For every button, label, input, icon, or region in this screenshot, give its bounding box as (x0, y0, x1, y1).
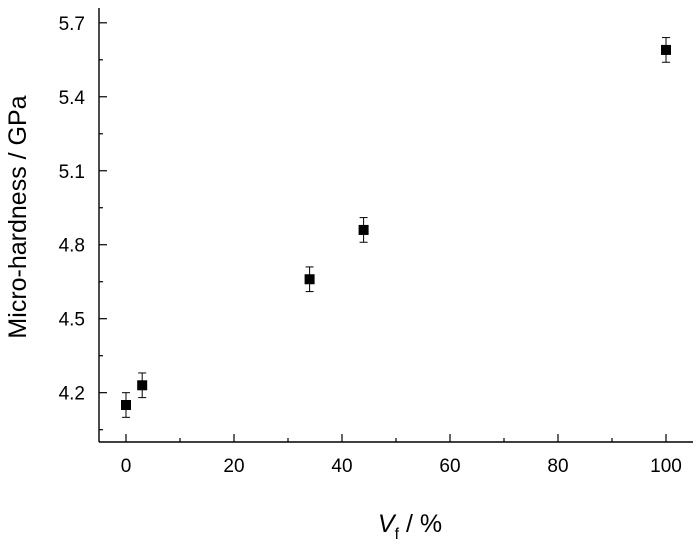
ticks (99, 22, 667, 442)
y-tick-label: 4.5 (59, 310, 85, 331)
x-axis-title-symbol: V (378, 510, 397, 538)
y-axis-title: Micro-hardness / GPa (4, 95, 32, 338)
y-tick-label: 4.8 (59, 236, 85, 257)
x-tick-label: 40 (331, 456, 352, 477)
data-point (121, 400, 131, 411)
x-tick-label: 100 (650, 456, 682, 477)
x-tick-label: 80 (547, 456, 568, 477)
y-tick-label: 5.1 (59, 162, 85, 183)
x-tick-label: 60 (439, 456, 460, 477)
data-point (358, 224, 369, 235)
data-points (121, 44, 671, 411)
data-point (661, 44, 671, 55)
data-point (304, 274, 315, 285)
x-tick-label: 20 (223, 456, 244, 477)
x-axis-title-unit: / % (399, 510, 442, 538)
axes (98, 8, 693, 443)
tick-labels: 0 20 40 60 80 100 4.2 4.5 4.8 5.1 5.4 5.7 (59, 14, 682, 477)
x-axis-title: Vf / % (378, 510, 442, 543)
x-tick-label: 0 (121, 456, 132, 477)
x-axis-title-subscript: f (395, 526, 400, 543)
error-bars (122, 37, 670, 418)
y-tick-label: 5.7 (59, 14, 85, 35)
y-tick-label: 5.4 (59, 88, 86, 109)
data-point (137, 380, 148, 391)
y-tick-label: 4.2 (59, 384, 85, 405)
